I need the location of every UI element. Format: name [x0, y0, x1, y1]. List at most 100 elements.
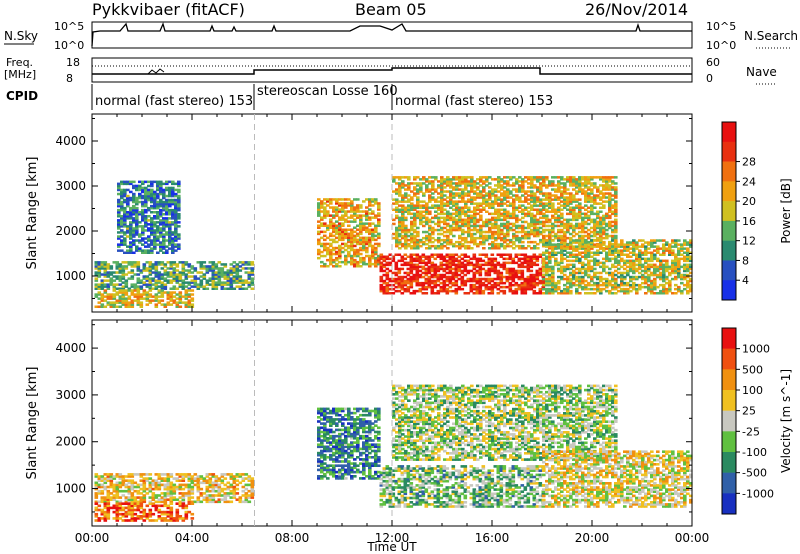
data-cell	[599, 226, 603, 230]
data-cell	[174, 215, 178, 218]
data-cell	[605, 259, 609, 263]
data-cell	[475, 281, 480, 285]
data-cell	[523, 285, 528, 289]
data-cell	[377, 236, 381, 240]
data-cell	[449, 242, 453, 246]
data-cell	[494, 178, 498, 181]
data-cell	[560, 236, 564, 240]
data-cell	[569, 285, 573, 289]
nsky-tick-top: 10^5	[54, 20, 84, 33]
data-cell	[500, 214, 504, 218]
data-cell	[596, 226, 600, 230]
data-cell	[506, 180, 510, 183]
data-cell	[226, 271, 231, 274]
data-cell	[451, 263, 456, 267]
data-cell	[144, 237, 148, 240]
data-cell	[356, 262, 360, 266]
data-cell	[590, 178, 594, 181]
data-cell	[511, 277, 516, 281]
data-cell	[362, 258, 366, 262]
data-cell	[614, 200, 618, 203]
data-cell	[557, 230, 561, 234]
data-cell	[452, 204, 456, 207]
data-cell	[100, 287, 105, 290]
data-cell	[214, 283, 219, 286]
data-cell	[551, 281, 555, 285]
data-cell	[410, 182, 414, 185]
data-cell	[115, 305, 120, 308]
data-cell	[566, 204, 570, 207]
data-cell	[470, 182, 474, 185]
data-cell	[466, 292, 471, 295]
data-cell	[508, 289, 513, 293]
data-cell	[413, 218, 417, 222]
data-cell	[232, 269, 237, 272]
data-cell	[97, 269, 102, 272]
data-cell	[162, 219, 166, 222]
data-cell	[529, 281, 534, 285]
data-cell	[353, 236, 357, 240]
data-cell	[317, 250, 321, 254]
data-cell	[677, 243, 681, 246]
data-cell	[326, 265, 330, 268]
data-cell	[614, 226, 618, 230]
data-cell	[674, 253, 678, 256]
data-cell	[410, 240, 414, 244]
data-cell	[142, 283, 147, 286]
data-cell	[452, 192, 456, 195]
data-cell	[422, 240, 426, 244]
data-cell	[410, 244, 414, 248]
data-cell	[350, 228, 354, 231]
data-cell	[121, 303, 126, 306]
data-cell	[536, 186, 540, 189]
data-cell	[548, 206, 552, 209]
data-cell	[350, 210, 354, 213]
data-cell	[437, 212, 441, 216]
data-cell	[335, 256, 339, 260]
data-cell	[451, 289, 456, 293]
data-cell	[533, 216, 537, 220]
data-cell	[320, 200, 324, 203]
data-cell	[596, 281, 600, 285]
data-cell	[168, 233, 172, 236]
data-cell	[320, 250, 324, 254]
data-cell	[470, 176, 474, 179]
data-cell	[165, 211, 169, 214]
data-cell	[527, 210, 531, 213]
data-cell	[217, 283, 222, 286]
data-cell	[500, 242, 504, 246]
data-cell	[674, 263, 678, 267]
data-cell	[608, 176, 612, 179]
data-cell	[117, 211, 121, 214]
data-cell	[464, 220, 468, 224]
data-cell	[141, 186, 145, 190]
data-cell	[557, 239, 561, 242]
data-cell	[443, 230, 447, 234]
data-cell	[362, 210, 366, 213]
data-cell	[674, 265, 678, 269]
data-cell	[581, 279, 585, 283]
data-cell	[599, 178, 603, 181]
data-cell	[317, 210, 321, 213]
data-cell	[671, 267, 675, 271]
data-cell	[97, 285, 102, 288]
data-cell	[473, 224, 477, 228]
data-cell	[127, 287, 132, 290]
data-cell	[520, 283, 525, 287]
data-cell	[341, 224, 345, 227]
data-cell	[124, 261, 129, 264]
data-cell	[629, 267, 633, 271]
data-cell	[326, 258, 330, 262]
data-cell	[578, 257, 582, 261]
data-cell	[494, 222, 498, 226]
data-cell	[479, 190, 483, 193]
data-cell	[508, 253, 513, 256]
data-cell	[94, 283, 99, 286]
data-cell	[493, 263, 498, 267]
data-cell	[416, 240, 420, 244]
data-cell	[156, 206, 160, 210]
data-cell	[437, 220, 441, 224]
data-cell	[686, 292, 690, 295]
data-cell	[500, 238, 504, 242]
data-cell	[123, 243, 127, 246]
